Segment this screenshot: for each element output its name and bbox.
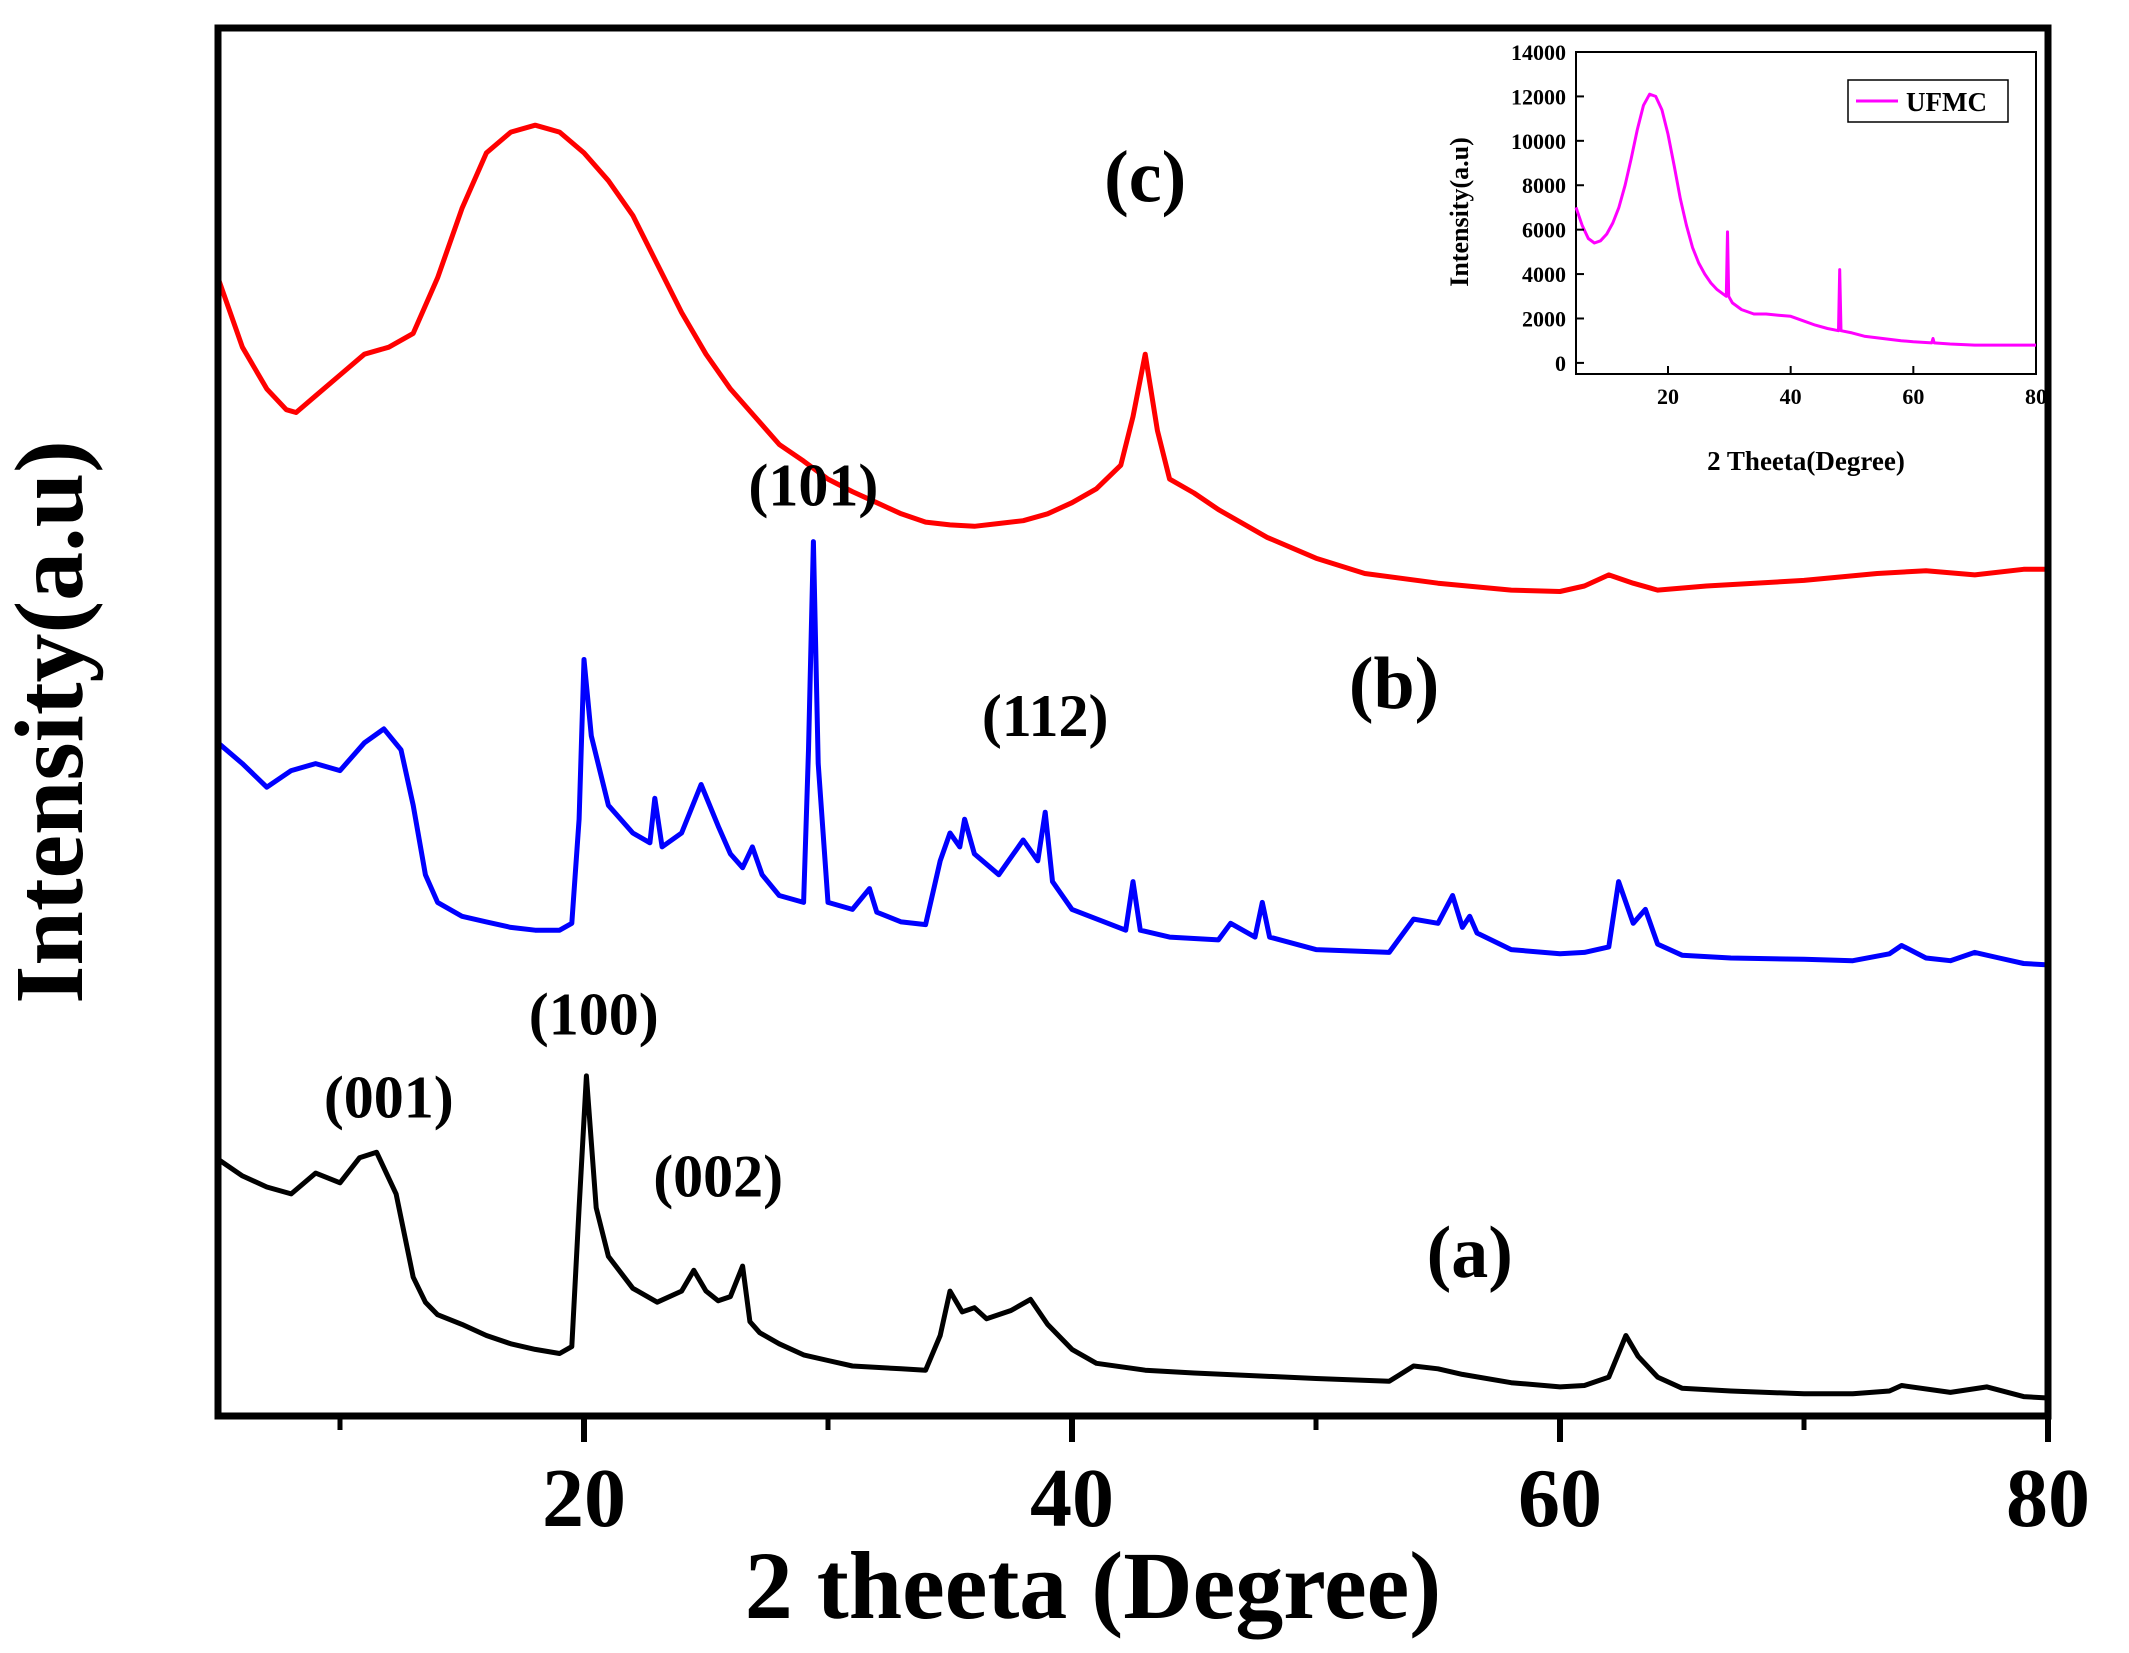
inset-series-layer bbox=[1574, 92, 2036, 347]
inset-y-tick-label: 10000 bbox=[1511, 129, 1566, 154]
series-line-0 bbox=[215, 1073, 2051, 1401]
peak-annotation: (a) bbox=[1427, 1212, 1513, 1294]
series-line-1 bbox=[215, 539, 2051, 968]
peak-annotation: (100) bbox=[529, 981, 659, 1047]
inset-x-tick-label: 80 bbox=[2025, 384, 2047, 409]
inset-y-tick-label: 0 bbox=[1555, 351, 1566, 376]
main-x-axis-label: 2 theeta (Degree) bbox=[745, 1532, 1442, 1639]
inset-y-tick-label: 4000 bbox=[1522, 262, 1566, 287]
inset-ticks: 20 40 60 80 0 2000 4000 6000 8000 10000 12000 14000 bbox=[1511, 40, 2047, 409]
peak-annotation: (c) bbox=[1104, 137, 1186, 219]
inset-x-tick-label: 60 bbox=[1902, 384, 1924, 409]
peak-annotation: (002) bbox=[653, 1144, 783, 1210]
inset-legend-label: UFMC bbox=[1906, 87, 1987, 117]
main-x-tick-label: 20 bbox=[542, 1452, 626, 1545]
main-y-axis-label: Intensity(a.u) bbox=[0, 440, 104, 1004]
inset-y-tick-label: 14000 bbox=[1511, 40, 1566, 65]
inset-x-tick-label: 40 bbox=[1780, 384, 1802, 409]
inset-y-axis-label: Intensity(a.u) bbox=[1445, 137, 1474, 287]
peak-annotation: (112) bbox=[982, 683, 1109, 749]
main-series-layer bbox=[215, 122, 2051, 1401]
peak-annotation: (101) bbox=[748, 452, 878, 518]
inset-y-tick-label: 6000 bbox=[1522, 218, 1566, 243]
inset-series-line-0 bbox=[1574, 92, 2036, 347]
inset-y-tick-label: 8000 bbox=[1522, 173, 1566, 198]
peak-annotation: (001) bbox=[324, 1065, 454, 1131]
inset-y-tick-label: 12000 bbox=[1511, 84, 1566, 109]
inset-x-tick-label: 20 bbox=[1657, 384, 1679, 409]
inset-y-tick-label: 2000 bbox=[1522, 306, 1566, 331]
main-chart: 20 40 60 80 (001) (100) (002) (a) (101) (112) (b)… bbox=[0, 24, 2090, 1639]
peak-annotation: (b) bbox=[1349, 643, 1439, 725]
inset-chart: 20 40 60 80 0 2000 4000 6000 8000 10000 12000 14000… bbox=[1445, 40, 2047, 476]
main-x-tick-label: 40 bbox=[1030, 1452, 1114, 1545]
main-annotations: (001) (100) (002) (a) (101) (112) (b) (c) bbox=[324, 137, 1513, 1295]
inset-x-axis-label: 2 Theeta(Degree) bbox=[1707, 446, 1905, 476]
main-x-tick-label: 60 bbox=[1518, 1452, 1602, 1545]
main-plot-frame bbox=[214, 24, 2052, 1420]
series-line-2 bbox=[215, 122, 2051, 594]
main-x-ticks: 20 40 60 80 bbox=[337, 1416, 2090, 1545]
main-x-tick-label: 80 bbox=[2006, 1452, 2090, 1545]
inset-legend: UFMC bbox=[1847, 79, 2009, 123]
